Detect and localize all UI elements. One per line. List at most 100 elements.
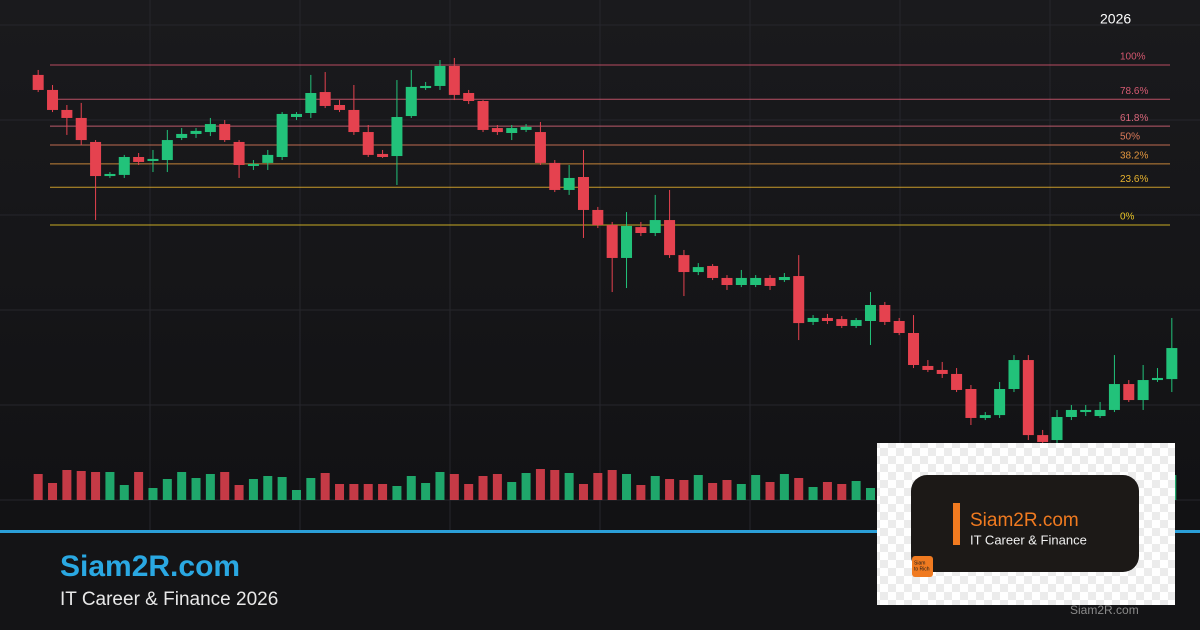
candle-body (90, 141, 102, 177)
watermark: Siam2R.com (1070, 603, 1139, 617)
volume-bar (148, 488, 158, 500)
candle-body (334, 105, 346, 110)
volume-bar (263, 476, 273, 500)
logo-card (911, 475, 1139, 572)
divider (0, 530, 1200, 533)
candle-body (936, 369, 948, 374)
candle-body (750, 277, 762, 285)
volume-bar (708, 483, 718, 500)
volume-bar (665, 479, 675, 500)
volume-bar (349, 484, 359, 500)
candle-body (75, 117, 87, 141)
volume-bar (162, 479, 172, 500)
candle-body (420, 85, 432, 89)
candle-body (606, 225, 618, 258)
volume-bar (550, 470, 560, 500)
volume-bar (392, 486, 402, 500)
candle-body (362, 132, 374, 155)
volume-bar (421, 483, 431, 500)
volume-bar (822, 482, 832, 500)
volume-bar (794, 478, 804, 500)
volume-bar (91, 472, 101, 500)
volume-bar (177, 472, 187, 500)
candle-body (807, 317, 819, 322)
candle-body (1008, 360, 1020, 389)
candle-body (951, 373, 963, 390)
candle-body (649, 220, 661, 233)
volume-bar (291, 490, 301, 500)
candle-body (319, 92, 331, 106)
candle-body (893, 321, 905, 333)
volume-bar (751, 475, 761, 500)
volume-bar (191, 478, 201, 500)
candle-body (118, 157, 130, 175)
candle-body (391, 117, 403, 157)
candle-body (1080, 409, 1092, 413)
volume-bar (406, 476, 416, 500)
volume-bar (378, 484, 388, 500)
volume-bar (306, 478, 316, 500)
candle-body (1037, 435, 1049, 442)
volume-bar (335, 484, 345, 500)
volume-bar (119, 485, 129, 500)
volume-bar (593, 473, 603, 500)
volume-bar (48, 483, 58, 500)
candle-body (908, 333, 920, 365)
candle-body (534, 132, 546, 163)
volume-bar (808, 487, 818, 500)
logo-bar (953, 503, 960, 545)
candle-body (233, 141, 245, 165)
volume-bar (837, 484, 847, 500)
logo-badge (912, 556, 933, 577)
candle-body (61, 109, 73, 118)
candle-body (305, 93, 317, 113)
volume-bar (205, 474, 215, 500)
volume-bar (765, 482, 775, 500)
volume-bar (622, 474, 632, 500)
candle-body (104, 173, 116, 177)
candle-body (377, 153, 389, 157)
candle-body (434, 65, 446, 86)
badge-text: Siam (914, 560, 925, 566)
candle-body (204, 124, 216, 133)
candle-body (592, 209, 604, 225)
volume-bar (851, 481, 861, 500)
candle-body (922, 365, 934, 370)
candle-body (477, 101, 489, 130)
volume-bar (435, 472, 445, 500)
candle-body (1123, 384, 1135, 401)
candle-body (1137, 380, 1149, 401)
candle-body (994, 389, 1006, 416)
candle-body (47, 89, 59, 110)
candle-body (678, 255, 690, 273)
candle-body (764, 277, 776, 286)
candle-body (664, 220, 676, 256)
candle-body (176, 133, 188, 138)
candle-body (348, 109, 360, 133)
badge-text: to Rich (914, 566, 930, 572)
fib-label: 78.6% (1120, 86, 1148, 97)
candle-body (635, 227, 647, 233)
logo-title: Siam2R.com (970, 510, 1079, 531)
volume-bar (492, 474, 502, 500)
volume-bar (234, 485, 244, 500)
volume-bar (507, 482, 517, 500)
volume-bar (564, 473, 574, 500)
year-label: 2026 (1100, 11, 1131, 27)
volume-bar (134, 472, 144, 500)
fib-label: 100% (1120, 52, 1146, 63)
tagline: IT Career & Finance 2026 (60, 589, 278, 610)
candle-body (1022, 360, 1034, 436)
candle-body (448, 65, 460, 95)
candle-body (621, 225, 633, 258)
candle-body (1051, 417, 1063, 441)
candle-body (979, 415, 991, 418)
volume-bar (449, 474, 459, 500)
candle-body (778, 277, 790, 281)
volume-bar (320, 473, 330, 500)
candle-body (836, 319, 848, 326)
candle-body (262, 154, 274, 163)
candle-body (32, 74, 44, 90)
volume-bar (535, 469, 545, 500)
